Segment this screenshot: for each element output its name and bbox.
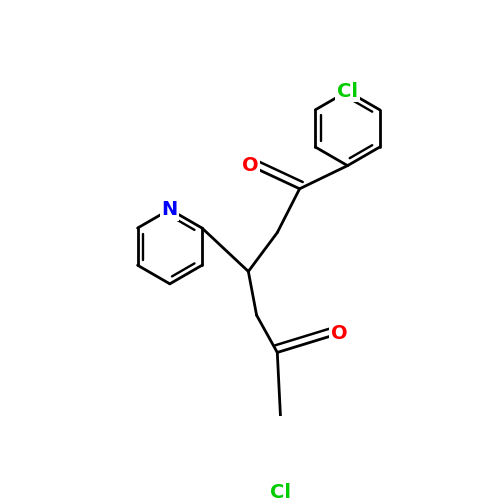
Text: Cl: Cl [337, 82, 358, 100]
Text: O: O [331, 324, 347, 343]
Text: N: N [162, 200, 178, 219]
Text: Cl: Cl [270, 484, 291, 500]
Text: O: O [242, 156, 258, 175]
